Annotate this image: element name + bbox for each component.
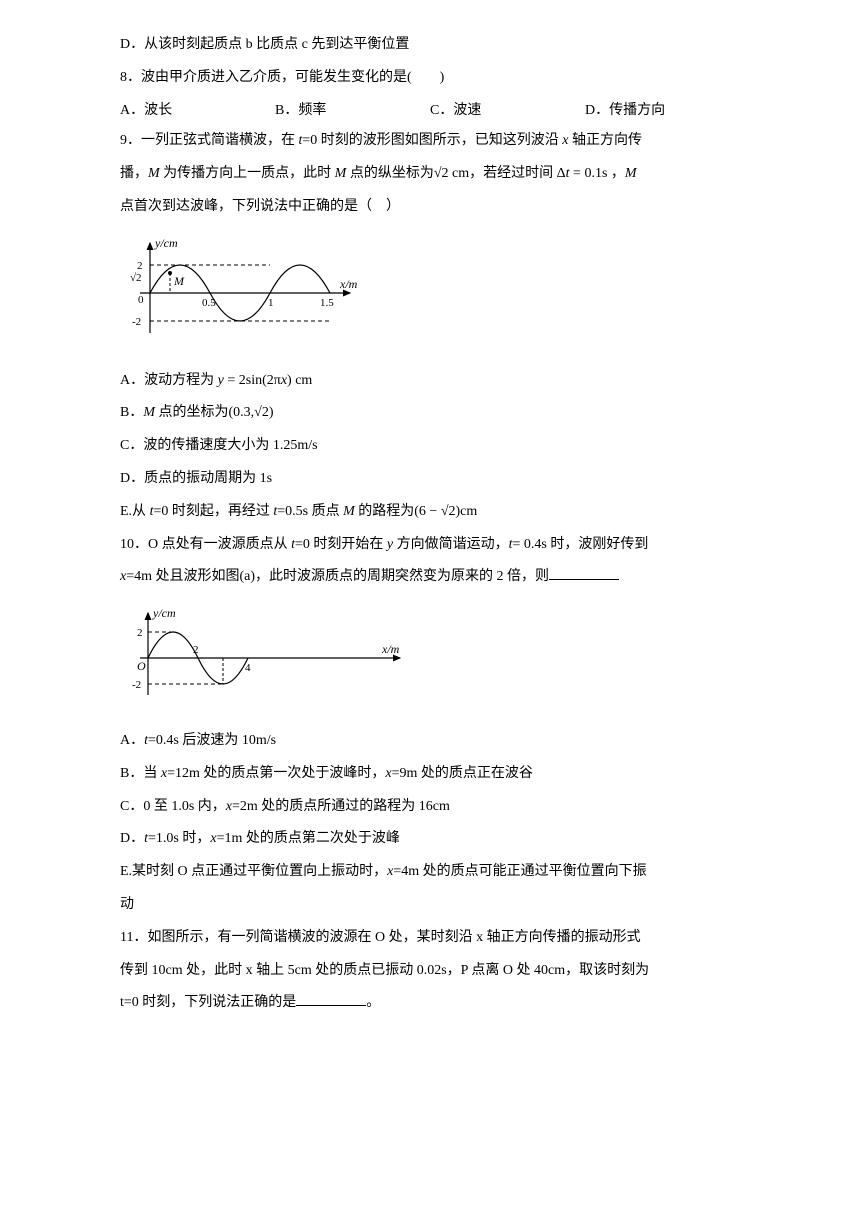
- q8-optD: D．传播方向: [585, 96, 740, 127]
- q9-optB-M: M: [143, 405, 155, 420]
- q10-optB-c: =9m 处的质点正在波谷: [392, 766, 533, 781]
- q10-optA: A．t=0.4s 后波速为 10m/s: [120, 726, 740, 757]
- q8-stem: 8．波由甲介质进入乙介质，可能发生变化的是( ): [120, 63, 740, 94]
- q10-optC-a: C．0 至 1.0s 内，: [120, 799, 226, 814]
- q9-optD: D．质点的振动周期为 1s: [120, 464, 740, 495]
- q10-optB: B．当 x=12m 处的质点第一次处于波峰时，x=9m 处的质点正在波谷: [120, 759, 740, 790]
- q8-optA: A．波长: [120, 96, 275, 127]
- q9-optB-b: 点的坐标为: [155, 405, 229, 420]
- q10-optA-a: A．: [120, 733, 144, 748]
- q10-s1d: = 0.4s 时，波刚好传到: [513, 537, 649, 552]
- q10-s2a: =4m 处且波形如图(a)，此时波源质点的周期突然变为原来的 2 倍，则: [126, 569, 549, 584]
- q10-optD-c: =1m 处的质点第二次处于波峰: [217, 831, 400, 846]
- q10-blank: [549, 566, 619, 580]
- q9-stem-line1: 9．一列正弦式简谐横波，在 t=0 时刻的波形图如图所示，已知这列波沿 x 轴正…: [120, 126, 740, 157]
- q9-s1a: 9．一列正弦式简谐横波，在: [120, 133, 299, 148]
- q8-options: A．波长 B．频率 C．波速 D．传播方向: [120, 96, 740, 127]
- q10-optC-b: =2m 处的质点所通过的路程为 16cm: [232, 799, 450, 814]
- q10-optB-b: =12m 处的质点第一次处于波峰时，: [167, 766, 385, 781]
- q10-xlabel: x/m: [381, 642, 400, 656]
- q9-optA: A．波动方程为 y = 2sin(2πx) cm: [120, 366, 740, 397]
- delta-t: Δt = 0.1s: [557, 166, 608, 181]
- q9-s2c: 点的纵坐标为: [346, 166, 434, 181]
- q9-optE-b: =0 时刻起，再经过: [153, 504, 273, 519]
- q10-s1a: 10．O 点处有一波源质点从: [120, 537, 291, 552]
- q9-stem-line2: 播，M 为传播方向上一质点，此时 M 点的纵坐标为√2 cm，若经过时间 Δt …: [120, 159, 740, 190]
- q9-s2e: ，: [607, 166, 625, 181]
- var-M3: M: [625, 166, 637, 181]
- q9-tick2: 2: [137, 260, 143, 272]
- q9-optE: E.从 t=0 时刻起，再经过 t=0.5s 质点 M 的路程为(6 − √2)…: [120, 497, 740, 528]
- q9-tick0: 0: [138, 294, 144, 306]
- q11-s3b: 。: [366, 995, 380, 1010]
- q10-stem-line1: 10．O 点处有一波源质点从 t=0 时刻开始在 y 方向做简谐运动，t= 0.…: [120, 530, 740, 561]
- q9-xlabel: x/m: [339, 277, 358, 291]
- q10-optE-l2: 动: [120, 890, 740, 921]
- q9-optB-a: B．: [120, 405, 143, 420]
- q10-tickneg2: -2: [132, 679, 141, 691]
- q9-s2b: 为传播方向上一质点，此时: [160, 166, 335, 181]
- q10-optE-a: E.某时刻 O 点正通过平衡位置向上振动时，: [120, 864, 387, 879]
- q10-s1c: 方向做简谐运动，: [393, 537, 509, 552]
- q10-optD-a: D．: [120, 831, 144, 846]
- q9-optB-coord: (0.3,√2): [229, 405, 274, 420]
- q8-optB: B．频率: [275, 96, 430, 127]
- q10-svg: y/cm x/m 2 -2 O 2 4: [120, 603, 410, 703]
- q9-svg: y/cm x/m 2 √2 0 -2 0.5 1 1.5 M: [120, 233, 360, 343]
- q9-optC: C．波的传播速度大小为 1.25m/s: [120, 431, 740, 462]
- q10-s1b: =0 时刻开始在: [295, 537, 387, 552]
- q10-figure: y/cm x/m 2 -2 O 2 4: [120, 603, 740, 716]
- q10-tick4x: 4: [245, 662, 251, 674]
- q8-optC: C．波速: [430, 96, 585, 127]
- q11-stem-line3: t=0 时刻，下列说法正确的是 。: [120, 988, 740, 1019]
- q10-optC: C．0 至 1.0s 内，x=2m 处的质点所通过的路程为 16cm: [120, 792, 740, 823]
- q9-optE-c: =0.5s 质点: [277, 504, 343, 519]
- q7-optD: D．从该时刻起质点 b 比质点 c 先到达平衡位置: [120, 30, 740, 61]
- q9-s2d: cm，若经过时间: [449, 166, 557, 181]
- q11-stem-line1: 11．如图所示，有一列简谐横波的波源在 O 处，某时刻沿 x 轴正方向传播的振动…: [120, 923, 740, 954]
- q11-stem-line2: 传到 10cm 处，此时 x 轴上 5cm 处的质点已振动 0.02s，P 点离…: [120, 956, 740, 987]
- q9-s1c: 轴正方向传: [569, 133, 643, 148]
- q9-optA-a: A．波动方程为: [120, 373, 218, 388]
- q10-stem-line2: x=4m 处且波形如图(a)，此时波源质点的周期突然变为原来的 2 倍，则: [120, 562, 740, 593]
- q9-optB: B．M 点的坐标为(0.3,√2): [120, 398, 740, 429]
- q9-optE-d: 的路程为: [355, 504, 415, 519]
- q9-sqrt2: √2: [130, 272, 142, 284]
- q10-optE-b: =4m 处的质点可能正通过平衡位置向下振: [393, 864, 646, 879]
- q9-tick05: 0.5: [202, 297, 216, 309]
- q9-s2a: 播，: [120, 166, 148, 181]
- q10-optD: D．t=1.0s 时，x=1m 处的质点第二次处于波峰: [120, 824, 740, 855]
- q9-optE-expr: (6 − √2)cm: [414, 504, 477, 519]
- q9-tickneg2: -2: [132, 316, 141, 328]
- q10-optB-a: B．当: [120, 766, 161, 781]
- q11-blank: [296, 992, 366, 1006]
- q9-figure: y/cm x/m 2 √2 0 -2 0.5 1 1.5 M: [120, 233, 740, 356]
- q10-tickO: O: [137, 659, 146, 673]
- q9-tick15: 1.5: [320, 297, 334, 309]
- q10-optD-b: =1.0s 时，: [148, 831, 210, 846]
- q11-s3a: t=0 时刻，下列说法正确的是: [120, 995, 296, 1010]
- q10-ylabel: y/cm: [152, 606, 176, 620]
- sqrt2: √2: [434, 166, 449, 181]
- q10-optA-b: =0.4s 后波速为 10m/s: [148, 733, 276, 748]
- q9-M: M: [173, 274, 185, 288]
- var-M2: M: [335, 166, 347, 181]
- q9-optE-M: M: [343, 504, 355, 519]
- q9-optA-eq: y = 2sin(2πx): [218, 373, 292, 388]
- q9-tick1: 1: [268, 297, 274, 309]
- q10-tick2x: 2: [193, 644, 199, 656]
- q9-optE-a: E.从: [120, 504, 150, 519]
- q9-stem-line3: 点首次到达波峰，下列说法中正确的是（ ）: [120, 192, 740, 223]
- q9-ylabel: y/cm: [154, 236, 178, 250]
- q10-tick2: 2: [137, 627, 143, 639]
- q9-optA-b: cm: [292, 373, 313, 388]
- q9-s1b: =0 时刻的波形图如图所示，已知这列波沿: [302, 133, 562, 148]
- var-M: M: [148, 166, 160, 181]
- q10-optE-l1: E.某时刻 O 点正通过平衡位置向上振动时，x=4m 处的质点可能正通过平衡位置…: [120, 857, 740, 888]
